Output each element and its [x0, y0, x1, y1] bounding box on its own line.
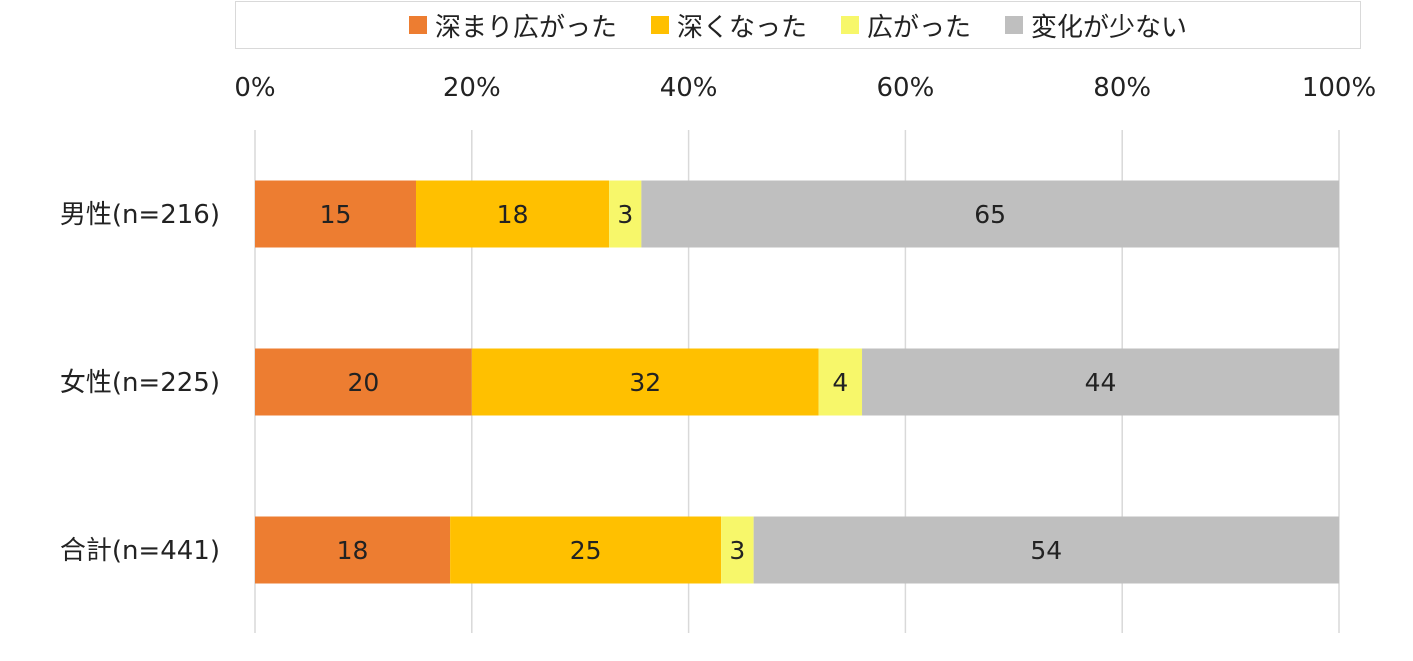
x-tick-label: 40% [660, 73, 718, 103]
x-tick-label: 100% [1302, 73, 1376, 103]
bar-segment [415, 180, 610, 248]
legend: 深まり広がった 深くなった 広がった 変化が少ない [235, 1, 1361, 49]
legend-label: 深くなった [676, 12, 807, 43]
bar-segment [450, 516, 722, 584]
x-tick-label: 0% [234, 73, 275, 103]
data-label: 54 [1030, 536, 1062, 565]
data-label: 65 [974, 200, 1006, 229]
bar-segment [255, 348, 472, 416]
legend-swatch [1005, 16, 1024, 34]
data-label: 44 [1085, 368, 1117, 397]
bar-segment [818, 348, 863, 416]
data-label: 25 [570, 536, 602, 565]
data-label: 4 [832, 368, 848, 397]
bar-segment [641, 180, 1339, 248]
bar-segment [609, 180, 642, 248]
category-label: 合計(n=441) [60, 536, 220, 566]
legend-item: 深くなった [650, 7, 807, 44]
data-label: 3 [617, 200, 633, 229]
bar-segment [721, 516, 754, 584]
data-label: 32 [629, 368, 661, 397]
legend-label: 広がった [867, 12, 972, 43]
data-label: 3 [729, 536, 745, 565]
bar-segment [255, 516, 451, 584]
category-label: 女性(n=225) [60, 368, 220, 398]
x-tick-label: 60% [877, 73, 935, 103]
bar-segment [753, 516, 1339, 584]
bar-segment [862, 348, 1339, 416]
legend-item: 変化が少ない [1005, 7, 1187, 44]
bar-segment [471, 348, 819, 416]
data-label: 18 [497, 200, 529, 229]
legend-label: 変化が少ない [1031, 12, 1188, 43]
data-label: 15 [320, 200, 352, 229]
legend-swatch [408, 16, 427, 34]
data-label: 20 [347, 368, 379, 397]
legend-item: 広がった [841, 7, 971, 44]
bar-segment [255, 180, 416, 248]
x-tick-label: 80% [1093, 73, 1151, 103]
legend-swatch [841, 16, 859, 34]
x-tick-label: 20% [443, 73, 501, 103]
data-label: 18 [337, 536, 369, 565]
category-label: 男性(n=216) [60, 200, 220, 230]
legend-label: 深まり広がった [434, 12, 617, 43]
legend-swatch [650, 16, 669, 34]
legend-item: 深まり広がった [408, 7, 617, 44]
